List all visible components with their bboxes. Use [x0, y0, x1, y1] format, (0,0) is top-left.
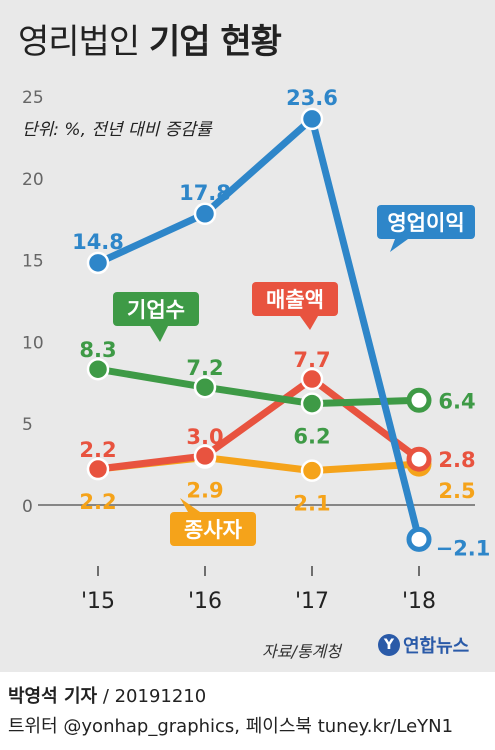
y-tick-label: 15: [22, 252, 44, 272]
data-label: 6.4: [438, 389, 475, 413]
legend-callout-tail: [390, 239, 408, 252]
y-tick-label: 5: [22, 415, 33, 435]
legend-label: 기업수: [127, 298, 185, 322]
data-point: [86, 251, 110, 275]
data-point: [86, 457, 110, 481]
legend-callout: [252, 282, 338, 316]
data-label: 2.2: [79, 490, 116, 514]
yonhap-logo-icon: Y: [378, 634, 400, 656]
data-label: 2.2: [79, 438, 116, 462]
social-line: 트위터 @yonhap_graphics, 페이스북 tuney.kr/LeYN…: [8, 716, 454, 737]
data-point: [300, 459, 324, 482]
data-point-end: [406, 526, 432, 552]
data-label: 2.8: [438, 448, 475, 472]
data-label: 6.2: [293, 425, 330, 449]
legend-callout-tail: [180, 498, 200, 512]
data-label: 2.9: [186, 479, 223, 503]
yonhap-logo: Y 연합뉴스: [378, 632, 469, 658]
logo-text: 연합뉴스: [403, 636, 470, 657]
legend-label: 매출액: [266, 288, 324, 312]
unit-note: 단위: %, 전년 대비 증감률: [22, 120, 212, 140]
legend-callout: [113, 292, 199, 326]
y-tick-label: 0: [22, 497, 33, 517]
data-point: [300, 107, 324, 131]
reporter-date: / 20191210: [102, 686, 207, 707]
data-point: [300, 392, 324, 415]
series-line: [94, 375, 423, 473]
y-tick-label: 10: [22, 333, 44, 353]
data-point: [193, 375, 217, 399]
source-note: 자료/통계청: [262, 642, 341, 661]
x-tick-label: '18: [402, 589, 436, 614]
data-label: 3.0: [186, 425, 223, 449]
page-title: 영리법인 기업 현황: [18, 14, 282, 63]
line-chart: 0 5 10 15 20 25 '15 '16 '17 '18 2.2 2.9 2.1 2.5 2.2 3.0…: [22, 86, 491, 614]
legend-label: 종사자: [184, 518, 243, 542]
data-label: −2.1: [436, 536, 491, 560]
title-bold: 기업 현황: [148, 22, 282, 62]
chart-panel: [0, 0, 495, 672]
data-point-end: [406, 387, 432, 413]
legend-label: 영업이익: [387, 211, 464, 235]
data-label: 2.1: [293, 492, 330, 516]
data-label: 2.5: [438, 479, 475, 503]
legend-callout-tail: [150, 326, 168, 342]
legend-callout-tail: [300, 316, 318, 330]
x-tick-label: '15: [81, 589, 115, 614]
y-tick-label: 20: [22, 170, 44, 190]
x-tick-label: '16: [188, 589, 222, 614]
series-line: [94, 365, 423, 408]
series-line: [94, 115, 423, 543]
data-label: 23.6: [286, 86, 338, 110]
data-point: [300, 367, 324, 391]
y-tick-label: 25: [22, 88, 44, 108]
data-point: [193, 444, 217, 468]
data-label: 8.3: [79, 338, 116, 362]
reporter-name: 박영석 기자: [8, 686, 98, 707]
legend-callout: [377, 205, 475, 239]
data-point-end: [406, 446, 432, 472]
data-point: [86, 357, 110, 381]
title-light: 영리법인: [18, 22, 140, 62]
data-label: 7.7: [293, 348, 330, 372]
data-label: 17.8: [179, 181, 231, 205]
legend-callout: [170, 512, 256, 546]
data-point: [193, 202, 217, 226]
reporter-line: 박영석 기자 / 20191210: [8, 682, 206, 708]
data-label: 7.2: [186, 356, 223, 380]
data-label: 14.8: [72, 230, 124, 254]
x-tick-label: '17: [295, 589, 329, 614]
